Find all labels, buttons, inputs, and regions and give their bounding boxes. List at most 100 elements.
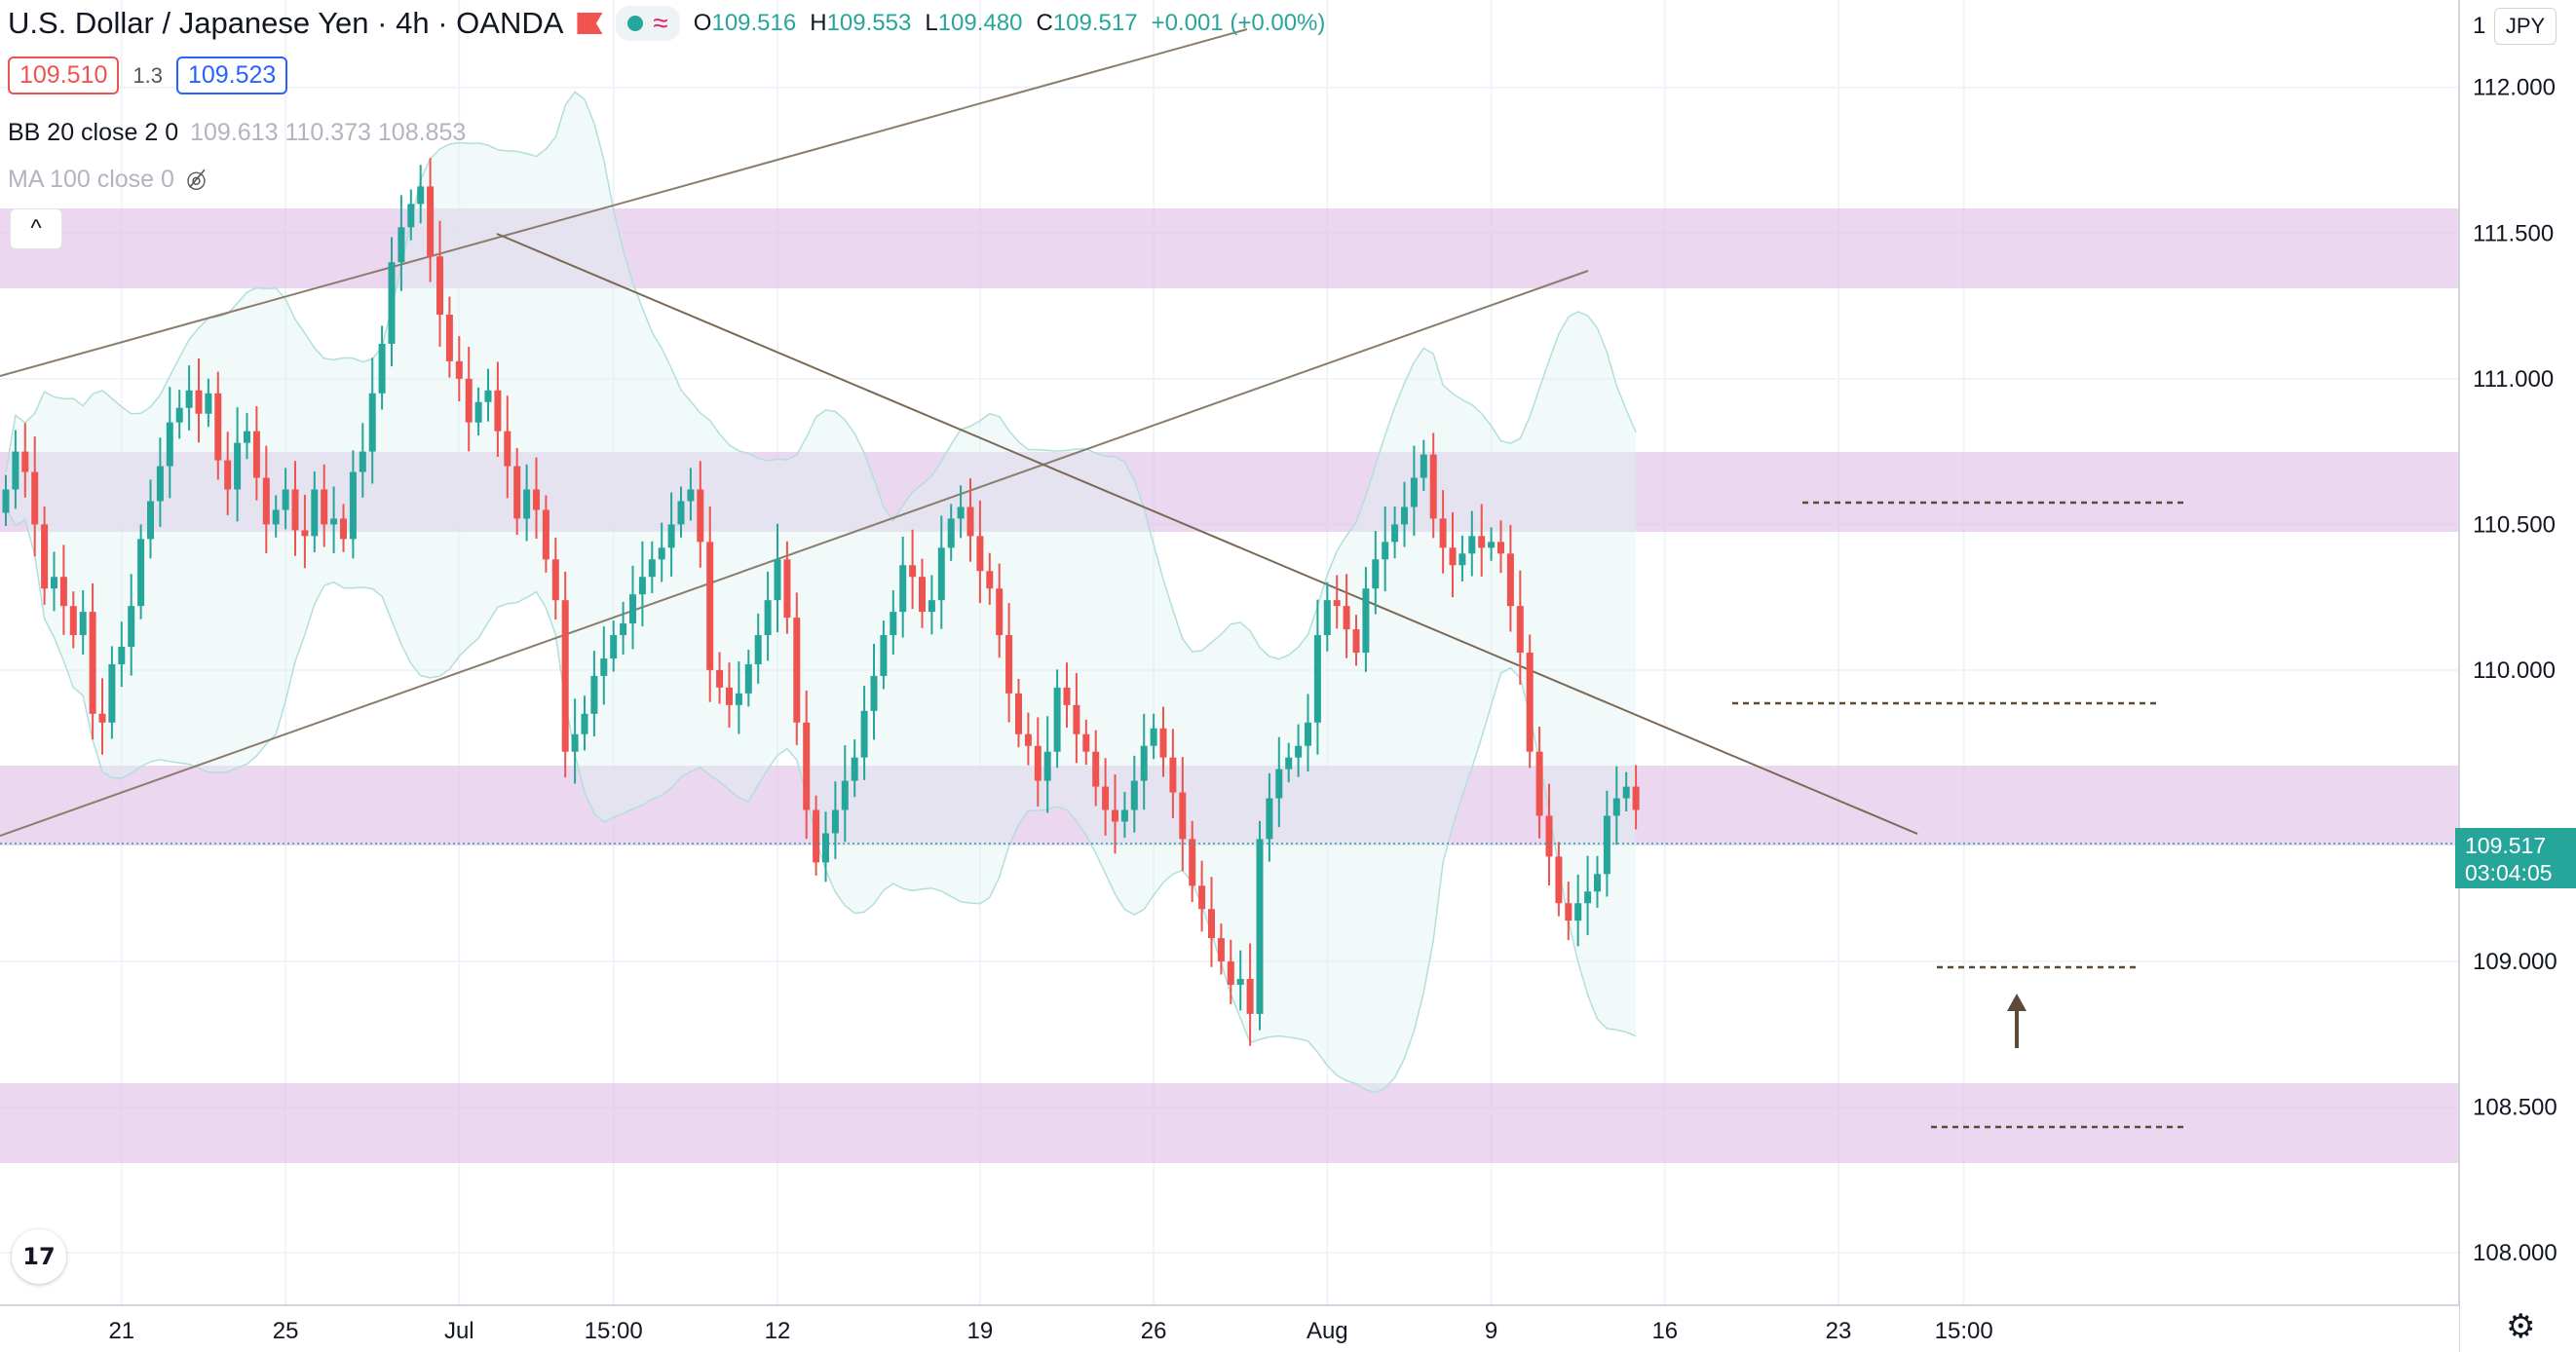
candle	[1468, 510, 1476, 577]
candle	[185, 365, 193, 431]
ohlc-close: C109.517	[1036, 10, 1138, 36]
candle	[2, 474, 10, 526]
zone-upper	[0, 208, 2459, 288]
y-tick-label: 110.500	[2473, 511, 2556, 538]
bb-upper-line	[5, 91, 1637, 660]
candle	[79, 589, 87, 655]
candle	[1266, 772, 1273, 862]
x-tick-label: 19	[967, 1318, 994, 1344]
candle	[561, 571, 569, 778]
candle	[205, 378, 212, 428]
candle	[1256, 820, 1264, 1031]
candle	[774, 523, 781, 633]
candle	[1063, 662, 1071, 728]
bb-lower-line	[5, 507, 1637, 1094]
buy-button[interactable]: 109.523	[175, 56, 288, 94]
candle	[880, 620, 888, 690]
candle	[1535, 726, 1543, 839]
candle	[754, 613, 762, 684]
candle	[445, 296, 453, 378]
candle	[417, 165, 425, 224]
candle	[89, 582, 96, 740]
candle	[1420, 439, 1427, 491]
ma-label: MA 100 close 0	[8, 166, 174, 193]
y-tick-label: 109.000	[2473, 949, 2557, 975]
x-tick-labels: 21 25 Jul 15:00 12 19 26 Aug 9 16 23 15:00	[108, 1318, 1992, 1344]
candle	[195, 357, 203, 443]
candle	[571, 698, 579, 784]
ohlc-high: H109.553	[810, 10, 912, 36]
time-axis[interactable]: 21 25 Jul 15:00 12 19 26 Aug 9 16 23 15:00	[0, 1304, 2459, 1352]
candle	[1275, 736, 1283, 828]
bb-values: 109.613 110.373 108.853	[190, 119, 467, 146]
candle	[581, 695, 588, 751]
candle	[1073, 672, 1080, 764]
candle	[41, 506, 49, 605]
candle	[59, 545, 67, 635]
collapse-legend-button[interactable]: ^	[10, 208, 62, 249]
zone-mid-upper	[0, 452, 2459, 532]
eye-hidden-icon[interactable]: ◎̸	[185, 167, 207, 193]
currency-selector[interactable]: JPY	[2494, 8, 2557, 45]
settings-gear-icon[interactable]: ⚙	[2506, 1308, 2536, 1345]
candle	[1594, 855, 1601, 908]
candle	[919, 558, 926, 628]
x-tick-label: 9	[1485, 1318, 1497, 1344]
candle	[137, 524, 145, 620]
candle	[851, 739, 858, 798]
candle	[1401, 481, 1408, 547]
candle	[966, 478, 974, 562]
candle	[996, 563, 1004, 658]
candle	[667, 492, 675, 577]
candle	[455, 336, 463, 401]
candle	[648, 541, 656, 593]
x-tick-label: 23	[1826, 1318, 1852, 1344]
price-axis[interactable]: 112.000 111.500 111.000 110.500 110.000 109.0…	[2455, 0, 2576, 1352]
candle	[1555, 842, 1563, 917]
candle	[870, 644, 878, 740]
candle	[272, 495, 280, 538]
candle	[1439, 490, 1447, 574]
candle	[909, 529, 917, 610]
candle	[706, 506, 714, 702]
candle	[340, 504, 347, 552]
candle	[1015, 678, 1022, 748]
candle	[1622, 771, 1630, 812]
countdown-label: 03:04:05	[2465, 860, 2553, 885]
indicator-bb[interactable]: BB 20 close 2 0 109.613 110.373 108.853	[8, 119, 466, 147]
candle	[947, 504, 955, 561]
candle	[1227, 939, 1234, 1004]
tradingview-logo-icon[interactable]: 17	[12, 1229, 66, 1284]
y-tick-label: 111.000	[2473, 366, 2554, 393]
candle	[793, 592, 801, 745]
candle	[118, 621, 126, 688]
indicator-ma[interactable]: MA 100 close 0 ◎̸	[8, 166, 207, 194]
candle	[1140, 713, 1148, 810]
flag-icon[interactable]	[577, 13, 603, 34]
ohlc-low: L109.480	[925, 10, 1023, 36]
symbol-title[interactable]: U.S. Dollar / Japanese Yen · 4h · OANDA	[8, 6, 564, 40]
candle	[108, 646, 116, 739]
candle	[147, 479, 154, 559]
candle	[1130, 755, 1138, 833]
y-tick-top-partial: 1	[2473, 13, 2485, 39]
candle	[1632, 765, 1640, 830]
candle	[378, 325, 386, 410]
candle	[69, 591, 77, 649]
market-status-pill[interactable]: ≈	[616, 6, 680, 41]
candle	[803, 690, 811, 840]
candle	[1352, 615, 1360, 666]
y-tick-label: 110.000	[2473, 657, 2556, 684]
candle	[813, 795, 820, 876]
candle	[687, 468, 695, 521]
candle	[860, 686, 868, 780]
candle	[899, 536, 907, 638]
bb-label: BB 20 close 2 0	[8, 119, 179, 146]
candle	[31, 436, 39, 557]
candle	[224, 432, 232, 515]
candle	[1603, 790, 1610, 897]
sell-button[interactable]: 109.510	[8, 56, 120, 94]
x-tick-label: 16	[1651, 1318, 1678, 1344]
candle	[214, 371, 222, 480]
